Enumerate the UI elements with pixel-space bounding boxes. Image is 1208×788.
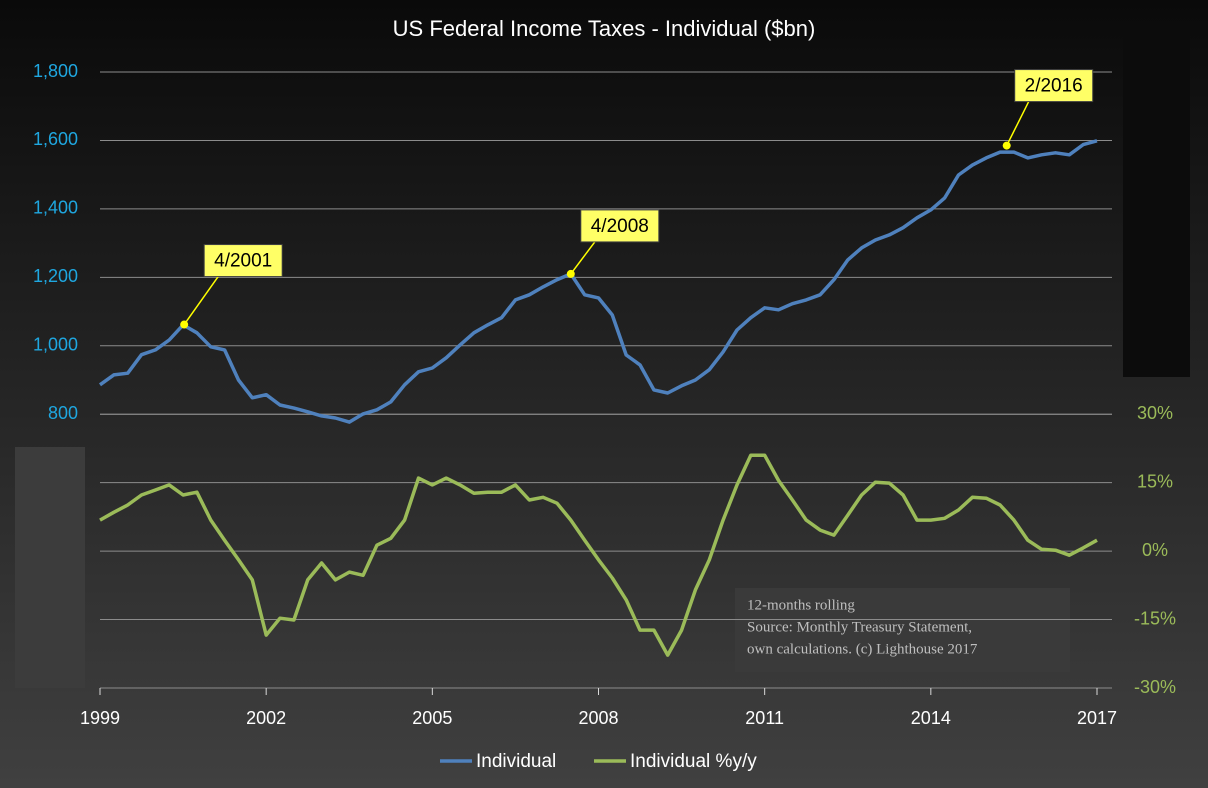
y-tick-label: 1,600: [33, 129, 78, 149]
y-tick-label: 1,200: [33, 266, 78, 286]
callout-box: [1014, 69, 1094, 103]
annotation-point: [1002, 141, 1011, 150]
x-tick-label: 2014: [911, 708, 951, 728]
callout-label: 4/2001: [214, 251, 272, 272]
y-tick-label: 1,800: [33, 61, 78, 81]
annotation-point: [566, 269, 575, 278]
y2-tick-label: -30%: [1134, 677, 1176, 697]
note-box: [735, 588, 1070, 672]
callout-box: [203, 244, 283, 278]
x-tick-label: 1999: [80, 708, 120, 728]
x-tick-label: 2002: [246, 708, 286, 728]
callout-line: [570, 241, 596, 275]
callout-line: [183, 276, 219, 325]
callout-label: 2/2016: [1025, 76, 1083, 97]
y-tick-label: 1,000: [33, 335, 78, 355]
x-tick-label: 2005: [412, 708, 452, 728]
side-panel: [1123, 32, 1190, 377]
y2-tick-label: -15%: [1134, 608, 1176, 628]
callout-box: [580, 209, 660, 243]
y-tick-label: 800: [48, 403, 78, 423]
chart-title: US Federal Income Taxes - Individual ($b…: [393, 16, 816, 41]
note-text: 12-months rolling: [747, 597, 855, 613]
series-line: [99, 453, 1098, 657]
x-tick-label: 2017: [1077, 708, 1117, 728]
x-tick-label: 2008: [578, 708, 618, 728]
y2-tick-label: 15%: [1137, 471, 1173, 491]
x-tick-label: 2011: [745, 708, 784, 728]
annotation-point: [180, 320, 189, 329]
callout-line: [1006, 101, 1030, 146]
legend-label: Individual %y/y: [630, 751, 757, 772]
note-text: own calculations. (c) Lighthouse 2017: [747, 641, 978, 657]
callout-label: 4/2008: [591, 216, 649, 237]
legend-label: Individual: [476, 751, 556, 772]
plot: 800 1,000 1,200 1,400 1,600 1,800 -30% -15% 0% 15…: [33, 61, 1176, 772]
side-panel: [15, 447, 85, 688]
y2-tick-label: 0%: [1142, 540, 1168, 560]
y2-tick-label: 30%: [1137, 403, 1173, 423]
series-line: [98, 139, 1098, 424]
note-text: Source: Monthly Treasury Statement,: [747, 619, 972, 635]
y-tick-label: 1,400: [33, 198, 78, 218]
